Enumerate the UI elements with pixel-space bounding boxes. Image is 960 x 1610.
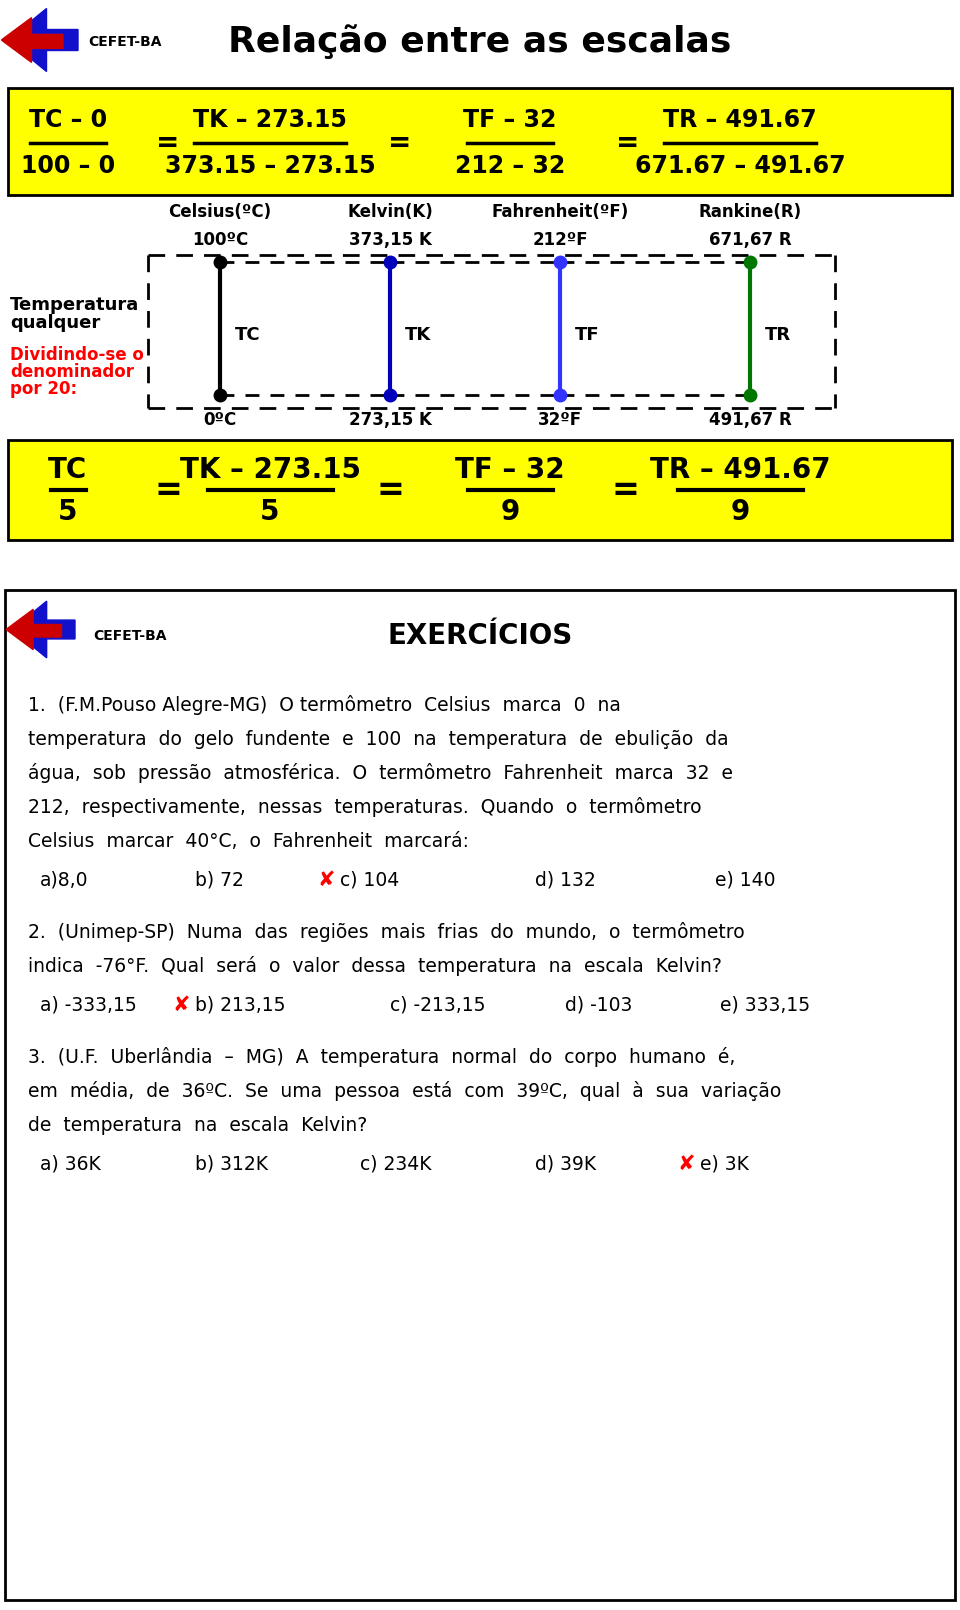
Text: TK – 273.15: TK – 273.15 [180,456,361,485]
Text: Kelvin(K): Kelvin(K) [348,203,433,221]
Text: b) 213,15: b) 213,15 [195,995,285,1014]
Text: água,  sob  pressão  atmosférica.  O  termômetro  Fahrenheit  marca  32  e: água, sob pressão atmosférica. O termôme… [28,763,733,782]
Text: denominador: denominador [10,362,134,382]
Text: temperatura  do  gelo  fundente  e  100  na  temperatura  de  ebulição  da: temperatura do gelo fundente e 100 na te… [28,729,729,749]
Text: TR – 491.67: TR – 491.67 [663,108,817,132]
Text: TC: TC [48,456,87,485]
Text: CEFET-BA: CEFET-BA [93,630,166,642]
Text: em  média,  de  36ºC.  Se  uma  pessoa  está  com  39ºC,  qual  à  sua  variação: em média, de 36ºC. Se uma pessoa está co… [28,1080,781,1101]
Text: 0ºC: 0ºC [204,411,236,428]
Text: 3.  (U.F.  Uberlândia  –  MG)  A  temperatura  normal  do  corpo  humano  é,: 3. (U.F. Uberlândia – MG) A temperatura … [28,1046,735,1067]
Text: 100ºC: 100ºC [192,230,248,250]
Text: =: = [616,129,639,158]
Text: Temperatura: Temperatura [10,296,139,314]
Text: 5: 5 [59,497,78,526]
Text: TF – 32: TF – 32 [455,456,564,485]
Bar [8,440,952,539]
Text: Rankine(R): Rankine(R) [699,203,802,221]
Text: ✘: ✘ [318,869,335,890]
Text: TR – 491.67: TR – 491.67 [650,456,830,485]
Text: e) 140: e) 140 [715,871,776,889]
Text: c) -213,15: c) -213,15 [390,995,486,1014]
Text: e) 3K: e) 3K [700,1154,749,1174]
Text: =: = [612,473,639,507]
Text: 491,67 R: 491,67 R [708,411,791,428]
Text: 32ºF: 32ºF [538,411,582,428]
Text: d) -103: d) -103 [565,995,633,1014]
Text: 5: 5 [260,497,279,526]
Text: 212ºF: 212ºF [532,230,588,250]
Text: TK: TK [405,325,431,345]
Text: =: = [388,129,412,158]
Text: 212 – 32: 212 – 32 [455,155,565,179]
Text: =: = [156,129,180,158]
Text: 1.  (F.M.Pouso Alegre-MG)  O termômetro  Celsius  marca  0  na: 1. (F.M.Pouso Alegre-MG) O termômetro Ce… [28,696,621,715]
Text: 9: 9 [500,497,519,526]
Polygon shape [6,609,61,650]
Text: 373,15 K: 373,15 K [348,230,431,250]
Text: EXERCÍCIOS: EXERCÍCIOS [388,621,572,650]
Text: TC: TC [235,325,260,345]
Polygon shape [8,8,78,71]
Text: 212,  respectivamente,  nessas  temperaturas.  Quando  o  termômetro: 212, respectivamente, nessas temperatura… [28,797,702,816]
Text: d) 39K: d) 39K [535,1154,596,1174]
Text: ✘: ✘ [678,1154,695,1174]
Polygon shape [12,601,75,658]
Text: TF: TF [575,325,600,345]
Text: c) 234K: c) 234K [360,1154,431,1174]
Polygon shape [1,18,63,63]
Text: indica  -76°F.  Qual  será  o  valor  dessa  temperatura  na  escala  Kelvin?: indica -76°F. Qual será o valor dessa te… [28,956,722,976]
Text: TK – 273.15: TK – 273.15 [193,108,347,132]
Text: CEFET-BA: CEFET-BA [88,35,161,48]
Bar [8,89,952,195]
Text: c) 104: c) 104 [340,871,399,889]
Text: b) 312K: b) 312K [195,1154,268,1174]
Text: a) -333,15: a) -333,15 [40,995,136,1014]
Text: d) 132: d) 132 [535,871,596,889]
Text: =: = [154,473,182,507]
Text: Celsius(ºC): Celsius(ºC) [168,203,272,221]
Text: qualquer: qualquer [10,314,100,332]
Text: TR: TR [765,325,791,345]
Text: Dividindo-se o: Dividindo-se o [10,346,144,364]
Text: 2.  (Unimep-SP)  Numa  das  regiões  mais  frias  do  mundo,  o  termômetro: 2. (Unimep-SP) Numa das regiões mais fri… [28,923,745,942]
Text: TF – 32: TF – 32 [464,108,557,132]
Text: 273,15 K: 273,15 K [348,411,431,428]
Text: 100 – 0: 100 – 0 [21,155,115,179]
Text: a) 36K: a) 36K [40,1154,101,1174]
Text: Relação entre as escalas: Relação entre as escalas [228,24,732,60]
Text: 671.67 – 491.67: 671.67 – 491.67 [635,155,846,179]
Text: 671,67 R: 671,67 R [708,230,791,250]
Text: b) 72: b) 72 [195,871,244,889]
Text: a)8,0: a)8,0 [40,871,88,889]
Text: ✘: ✘ [173,995,190,1014]
Text: =: = [376,473,404,507]
Text: e) 333,15: e) 333,15 [720,995,810,1014]
Text: Celsius  marcar  40°C,  o  Fahrenheit  marcará:: Celsius marcar 40°C, o Fahrenheit marcar… [28,831,469,850]
Text: Fahrenheit(ºF): Fahrenheit(ºF) [492,203,629,221]
Text: TC – 0: TC – 0 [29,108,108,132]
Bar [5,589,955,1600]
Text: 373.15 – 273.15: 373.15 – 273.15 [165,155,375,179]
Text: de  temperatura  na  escala  Kelvin?: de temperatura na escala Kelvin? [28,1116,368,1135]
Text: 9: 9 [731,497,750,526]
Text: por 20:: por 20: [10,380,77,398]
